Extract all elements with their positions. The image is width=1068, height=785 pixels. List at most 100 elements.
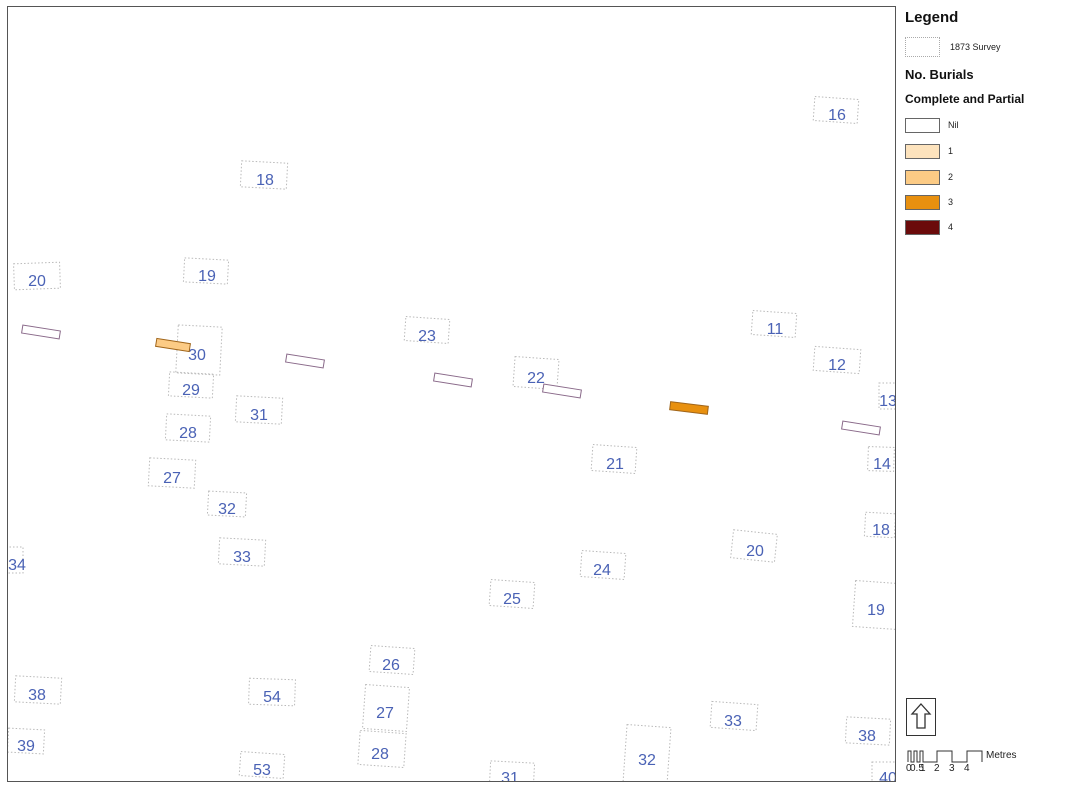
plot-label: 25 [503, 591, 521, 608]
burials-heading: No. Burials [905, 67, 974, 82]
legend-label-1: 1 [948, 146, 954, 156]
burial-strip-nil[interactable] [21, 324, 61, 340]
plot-label: 18 [872, 522, 890, 539]
burial-strip-nil[interactable] [841, 420, 881, 436]
legend-label-2: 2 [948, 172, 954, 182]
map-frame[interactable]: 16 18 20 19 23 11 30 12 29 22 31 13 28 21 14 27 32 18 20 34… [7, 6, 896, 782]
survey-plot-outline[interactable] [368, 644, 416, 676]
burial-strip-3[interactable] [669, 401, 709, 415]
legend-label-nil: Nil [948, 120, 959, 130]
legend-swatch-3 [905, 195, 940, 210]
plot-label: 28 [371, 746, 389, 763]
plot-label: 32 [638, 752, 656, 769]
survey-plot-outline[interactable] [878, 382, 896, 410]
plot-label: 38 [858, 728, 876, 745]
plot-label: 24 [593, 562, 611, 579]
plot-label: 31 [501, 770, 519, 782]
plot-label: 28 [179, 425, 197, 442]
survey-plot-outline[interactable] [238, 750, 286, 780]
scale-unit: Metres [986, 750, 1017, 761]
survey-plot-outline[interactable] [361, 683, 411, 733]
survey-plot-outline[interactable] [867, 446, 895, 472]
legend-panel: Legend 1873 Survey No. Burials Complete … [902, 4, 1068, 784]
legend-swatch-nil [905, 118, 940, 133]
survey-plot-outline[interactable] [147, 457, 197, 489]
scale-tick-0-5: 0.5 [910, 763, 924, 774]
north-arrow-icon [906, 698, 936, 736]
plot-label: 39 [17, 738, 35, 755]
legend-label-4: 4 [948, 222, 954, 232]
legend-label-3: 3 [948, 197, 954, 207]
plot-label: 27 [163, 470, 181, 487]
survey-plot-outline[interactable] [590, 443, 638, 475]
survey-plot-outline[interactable] [164, 413, 212, 443]
survey-swatch [905, 37, 940, 57]
plot-label: 22 [527, 370, 545, 387]
survey-plot-outline[interactable] [812, 95, 860, 125]
plot-label: 21 [606, 456, 624, 473]
plot-label: 53 [253, 762, 271, 779]
plot-label: 18 [256, 172, 274, 189]
plot-label: 40 [879, 770, 896, 782]
plot-label: 16 [828, 107, 846, 124]
survey-plot-outline[interactable] [863, 511, 895, 539]
plot-label: 38 [28, 687, 46, 704]
plot-label: 30 [188, 347, 206, 364]
legend-swatch-4 [905, 220, 940, 235]
plot-label: 11 [767, 321, 784, 338]
survey-plot-outline[interactable] [248, 677, 296, 707]
survey-plot-outline[interactable] [239, 160, 289, 190]
plot-label: 29 [182, 382, 200, 399]
survey-plot-outline[interactable] [206, 490, 248, 518]
plot-label: 32 [218, 501, 236, 518]
survey-label: 1873 Survey [950, 42, 1001, 52]
legend-swatch-1 [905, 144, 940, 159]
plot-label: 13 [879, 393, 896, 410]
plot-label: 12 [828, 357, 846, 374]
burials-subheading: Complete and Partial [905, 92, 1025, 106]
survey-plot-outline[interactable] [730, 529, 778, 563]
survey-plot-outline[interactable] [512, 355, 560, 391]
plot-label: 20 [746, 543, 764, 560]
burial-strip-nil[interactable] [542, 383, 582, 399]
survey-plot-outline[interactable] [13, 261, 61, 291]
survey-plot-outline[interactable] [488, 760, 536, 782]
survey-plot-outline[interactable] [234, 395, 284, 425]
survey-plot-outline[interactable] [851, 579, 896, 631]
survey-plot-outline[interactable] [844, 716, 892, 746]
burial-strip-nil[interactable] [285, 353, 325, 369]
plot-label: 33 [233, 549, 251, 566]
survey-plot-outline[interactable] [622, 724, 672, 782]
survey-plot-outline[interactable] [167, 371, 215, 399]
burial-strip-nil[interactable] [433, 372, 473, 388]
survey-plot-outline[interactable] [217, 537, 267, 567]
plot-label: 34 [8, 557, 26, 574]
plot-label: 54 [263, 689, 281, 706]
survey-plot-outline[interactable] [871, 761, 896, 782]
legend-swatch-2 [905, 170, 940, 185]
scale-tick-3: 3 [949, 763, 955, 774]
survey-plot-outline[interactable] [8, 727, 46, 755]
survey-plot-outline[interactable] [13, 675, 63, 705]
plot-label: 20 [28, 273, 46, 290]
survey-plot-outline[interactable] [488, 578, 536, 610]
plot-label: 23 [418, 328, 436, 345]
scale-bar: Metres 0 0.5 1 2 3 4 [906, 749, 1068, 779]
burial-strip-2[interactable] [155, 337, 191, 353]
map-canvas[interactable]: 16 18 20 19 23 11 30 12 29 22 31 13 28 21 14 27 32 18 20 34… [8, 7, 896, 782]
survey-plot-outline[interactable] [175, 324, 223, 376]
survey-plot-outline[interactable] [579, 549, 627, 581]
plot-label: 27 [376, 705, 394, 722]
scale-tick-0: 0 [906, 763, 912, 774]
survey-plot-outline[interactable] [403, 315, 451, 345]
legend-title: Legend [905, 9, 959, 26]
plot-label: 31 [250, 407, 268, 424]
plot-label: 19 [198, 268, 216, 285]
survey-plot-outline[interactable] [750, 309, 798, 339]
scale-tick-2: 2 [934, 763, 940, 774]
plot-label: 33 [724, 713, 742, 730]
survey-plot-outline[interactable] [8, 546, 24, 574]
survey-plot-outline[interactable] [357, 729, 407, 769]
survey-plot-outline[interactable] [709, 700, 759, 732]
survey-plot-outline[interactable] [182, 257, 230, 285]
